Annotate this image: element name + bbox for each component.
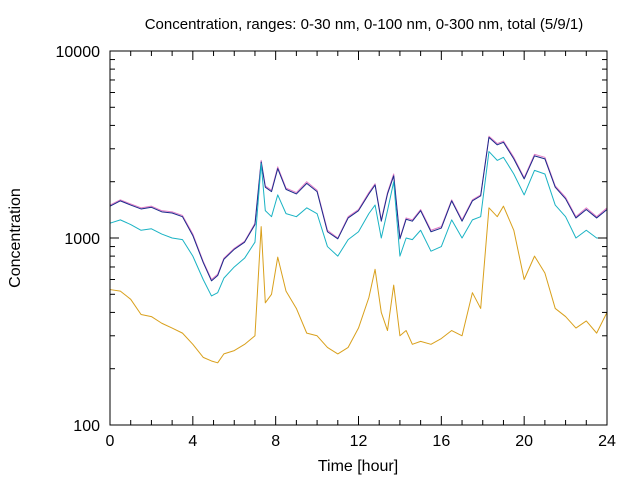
x-tick-label: 4 <box>188 433 197 450</box>
x-tick-label: 20 <box>515 433 533 450</box>
series-line-4 <box>109 205 608 364</box>
plot-frame <box>109 50 608 426</box>
y-tick-label: 10000 <box>56 44 101 61</box>
axis-layer: 0 4 8 12 16 20 24 100 1000 10000 <box>56 44 617 450</box>
series-layer <box>109 135 608 364</box>
x-axis-label: Time [hour] <box>318 458 398 475</box>
x-tick-label: 8 <box>271 433 280 450</box>
series-line-2 <box>109 136 608 282</box>
y-tick-label: 100 <box>73 418 100 435</box>
series-line-3 <box>109 151 607 297</box>
y-axis-label: Concentration <box>7 188 24 288</box>
chart-title: Concentration, ranges: 0-30 nm, 0-100 nm… <box>145 16 584 33</box>
series-line-1 <box>109 135 608 280</box>
y-tick-label: 1000 <box>64 231 100 248</box>
x-tick-label: 0 <box>106 433 115 450</box>
x-tick-label: 16 <box>432 433 450 450</box>
x-tick-label: 12 <box>350 433 368 450</box>
x-tick-label: 24 <box>598 433 616 450</box>
